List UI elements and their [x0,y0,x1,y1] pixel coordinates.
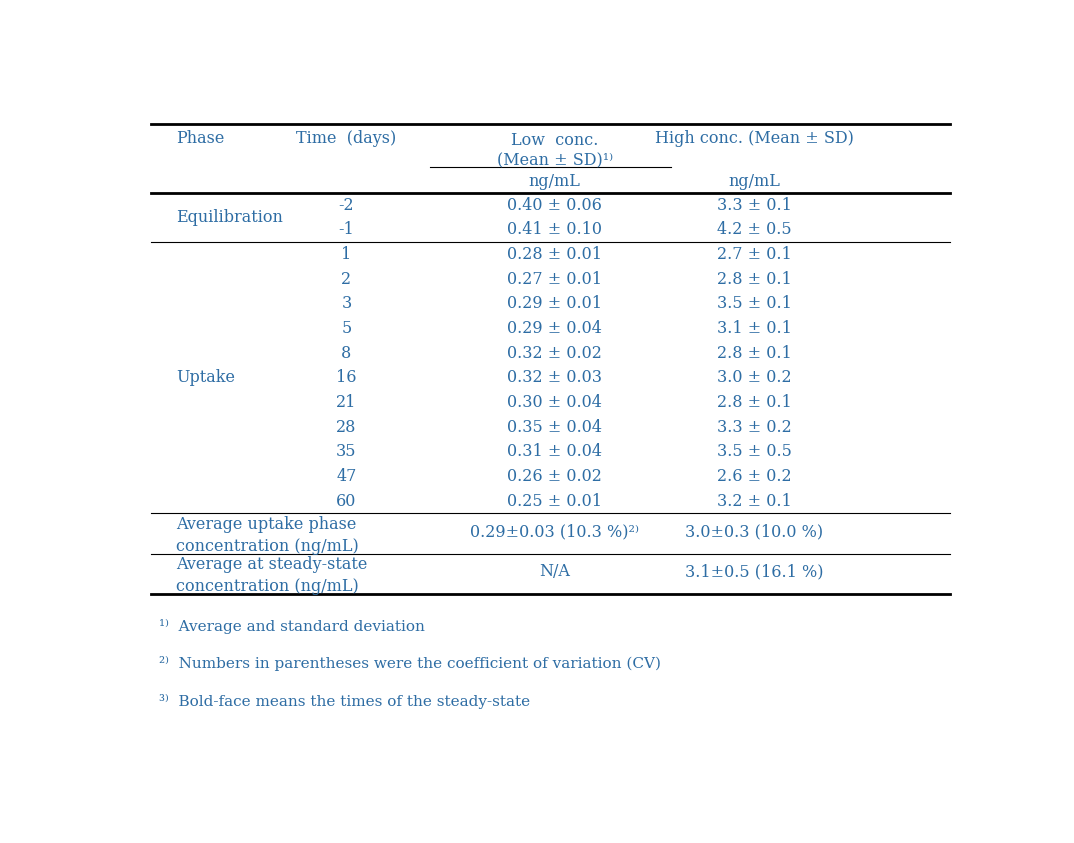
Text: 3.2 ± 0.1: 3.2 ± 0.1 [717,492,792,509]
Text: 3: 3 [342,295,351,312]
Text: ng/mL: ng/mL [728,173,781,191]
Text: 0.25 ± 0.01: 0.25 ± 0.01 [507,492,603,509]
Text: 4.2 ± 0.5: 4.2 ± 0.5 [717,221,792,239]
Text: 0.41 ± 0.10: 0.41 ± 0.10 [507,221,603,239]
Text: ng/mL: ng/mL [528,173,581,191]
Text: ³⁾  Bold-face means the times of the steady-state: ³⁾ Bold-face means the times of the stea… [159,694,531,709]
Text: Average at steady-state: Average at steady-state [176,556,367,573]
Text: 5: 5 [342,319,351,337]
Text: 2.8 ± 0.1: 2.8 ± 0.1 [717,345,792,362]
Text: 0.31 ± 0.04: 0.31 ± 0.04 [507,443,603,460]
Text: concentration (ng/mL): concentration (ng/mL) [176,578,359,595]
Text: 0.29±0.03 (10.3 %)²⁾: 0.29±0.03 (10.3 %)²⁾ [470,523,639,540]
Text: 0.32 ± 0.03: 0.32 ± 0.03 [507,369,603,386]
Text: High conc. (Mean ± SD): High conc. (Mean ± SD) [655,130,854,147]
Text: 0.28 ± 0.01: 0.28 ± 0.01 [507,246,603,263]
Text: 16: 16 [336,369,357,386]
Text: 3.0±0.3 (10.0 %): 3.0±0.3 (10.0 %) [685,523,824,540]
Text: 2.7 ± 0.1: 2.7 ± 0.1 [717,246,792,263]
Text: 0.40 ± 0.06: 0.40 ± 0.06 [507,196,603,213]
Text: 8: 8 [342,345,351,362]
Text: ¹⁾  Average and standard deviation: ¹⁾ Average and standard deviation [159,619,425,634]
Text: 3.0 ± 0.2: 3.0 ± 0.2 [717,369,792,386]
Text: concentration (ng/mL): concentration (ng/mL) [176,538,359,555]
Text: 60: 60 [336,492,357,509]
Text: Time  (days): Time (days) [296,130,396,147]
Text: (Mean ± SD)¹⁾: (Mean ± SD)¹⁾ [496,152,612,169]
Text: 3.1 ± 0.1: 3.1 ± 0.1 [717,319,792,337]
Text: 0.29 ± 0.04: 0.29 ± 0.04 [507,319,603,337]
Text: 35: 35 [336,443,357,460]
Text: 0.32 ± 0.02: 0.32 ± 0.02 [507,345,603,362]
Text: N/A: N/A [539,563,570,580]
Text: 0.30 ± 0.04: 0.30 ± 0.04 [507,394,603,411]
Text: 2.8 ± 0.1: 2.8 ± 0.1 [717,394,792,411]
Text: -2: -2 [338,196,354,213]
Text: 0.26 ± 0.02: 0.26 ± 0.02 [507,468,603,485]
Text: 2.8 ± 0.1: 2.8 ± 0.1 [717,271,792,287]
Text: Low  conc.: Low conc. [511,132,598,148]
Text: Uptake: Uptake [176,369,235,386]
Text: Phase: Phase [176,130,224,147]
Text: 47: 47 [336,468,357,485]
Text: 3.3 ± 0.2: 3.3 ± 0.2 [717,418,792,436]
Text: 1: 1 [342,246,351,263]
Text: -1: -1 [338,221,354,239]
Text: 3.3 ± 0.1: 3.3 ± 0.1 [717,196,792,213]
Text: Average uptake phase: Average uptake phase [176,516,357,533]
Text: 3.5 ± 0.1: 3.5 ± 0.1 [717,295,792,312]
Text: 2: 2 [342,271,351,287]
Text: ²⁾  Numbers in parentheses were the coefficient of variation (CV): ²⁾ Numbers in parentheses were the coeff… [159,656,662,671]
Text: Equilibration: Equilibration [176,209,282,226]
Text: 3.1±0.5 (16.1 %): 3.1±0.5 (16.1 %) [685,563,824,580]
Text: 2.6 ± 0.2: 2.6 ± 0.2 [717,468,792,485]
Text: 0.29 ± 0.01: 0.29 ± 0.01 [507,295,603,312]
Text: 0.27 ± 0.01: 0.27 ± 0.01 [507,271,603,287]
Text: 3.5 ± 0.5: 3.5 ± 0.5 [717,443,792,460]
Text: 0.35 ± 0.04: 0.35 ± 0.04 [507,418,603,436]
Text: 28: 28 [336,418,357,436]
Text: 21: 21 [336,394,357,411]
